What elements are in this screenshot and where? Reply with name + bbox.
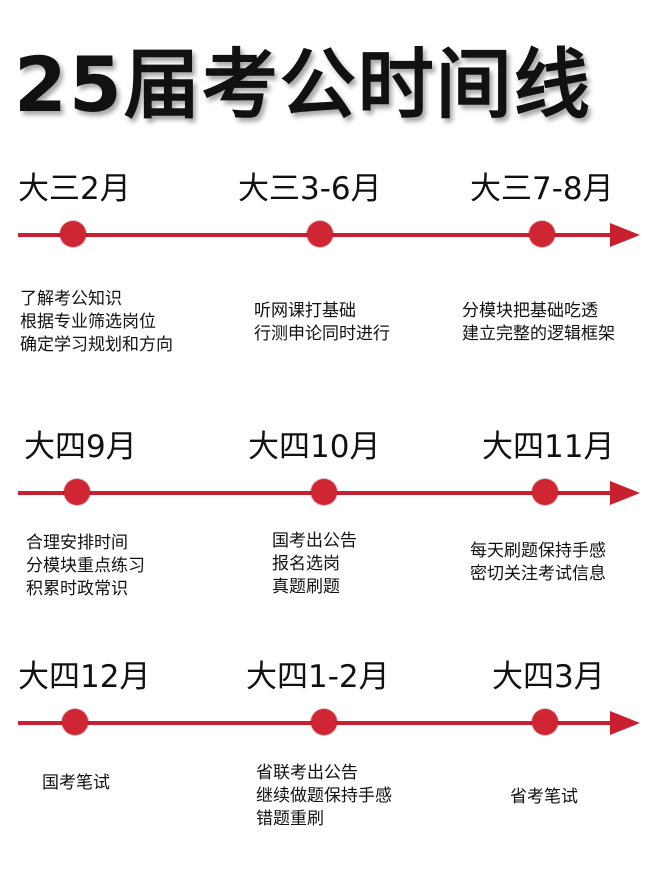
timeline-dot — [311, 479, 337, 505]
arrow-head-icon — [610, 481, 640, 505]
stage-label: 大三2月 — [18, 171, 131, 207]
stage-description: 国考笔试 — [42, 773, 110, 793]
stage-label: 大四11月 — [482, 429, 615, 465]
stage-label: 大四10月 — [248, 429, 381, 465]
timeline-dot — [532, 479, 558, 505]
arrow-head-icon — [610, 223, 640, 247]
timeline-dot — [62, 709, 88, 735]
stage-label: 大四12月 — [18, 659, 151, 695]
stage-description: 国考出公告 报名选岗 真题刷题 — [272, 531, 357, 597]
timeline-row-2: 大四9月 大四10月 大四11月 合理安排时间 分模块重点练习 积累时政常识 国… — [0, 418, 653, 658]
stage-description: 省联考出公告 继续做题保持手感 错题重刷 — [256, 763, 392, 829]
timeline-dot — [529, 221, 555, 247]
timeline-row-1: 大三2月 大三3-6月 大三7-8月 了解考公知识 根据专业筛选岗位 确定学习规… — [0, 160, 653, 400]
timeline-dot — [532, 709, 558, 735]
stage-description: 听网课打基础 行测申论同时进行 — [254, 301, 390, 344]
timeline-dot — [60, 221, 86, 247]
stage-label: 大四9月 — [24, 429, 137, 465]
stage-label: 大四3月 — [492, 659, 605, 695]
arrow-head-icon — [610, 711, 640, 735]
timeline-row-3: 大四12月 大四1-2月 大四3月 国考笔试 省联考出公告 继续做题保持手感 错… — [0, 648, 653, 888]
stage-description: 省考笔试 — [510, 787, 578, 807]
stage-description: 了解考公知识 根据专业筛选岗位 确定学习规划和方向 — [20, 289, 173, 355]
timeline-dot — [311, 709, 337, 735]
stage-description: 分模块把基础吃透 建立完整的逻辑框架 — [462, 301, 615, 344]
stage-label: 大四1-2月 — [246, 659, 390, 695]
timeline-dot — [64, 479, 90, 505]
page-title: 25届考公时间线 — [14, 40, 592, 129]
stage-description: 合理安排时间 分模块重点练习 积累时政常识 — [26, 533, 145, 599]
stage-label: 大三3-6月 — [238, 171, 382, 207]
stage-label: 大三7-8月 — [470, 171, 614, 207]
timeline-dot — [307, 221, 333, 247]
stage-description: 每天刷题保持手感 密切关注考试信息 — [470, 541, 606, 584]
